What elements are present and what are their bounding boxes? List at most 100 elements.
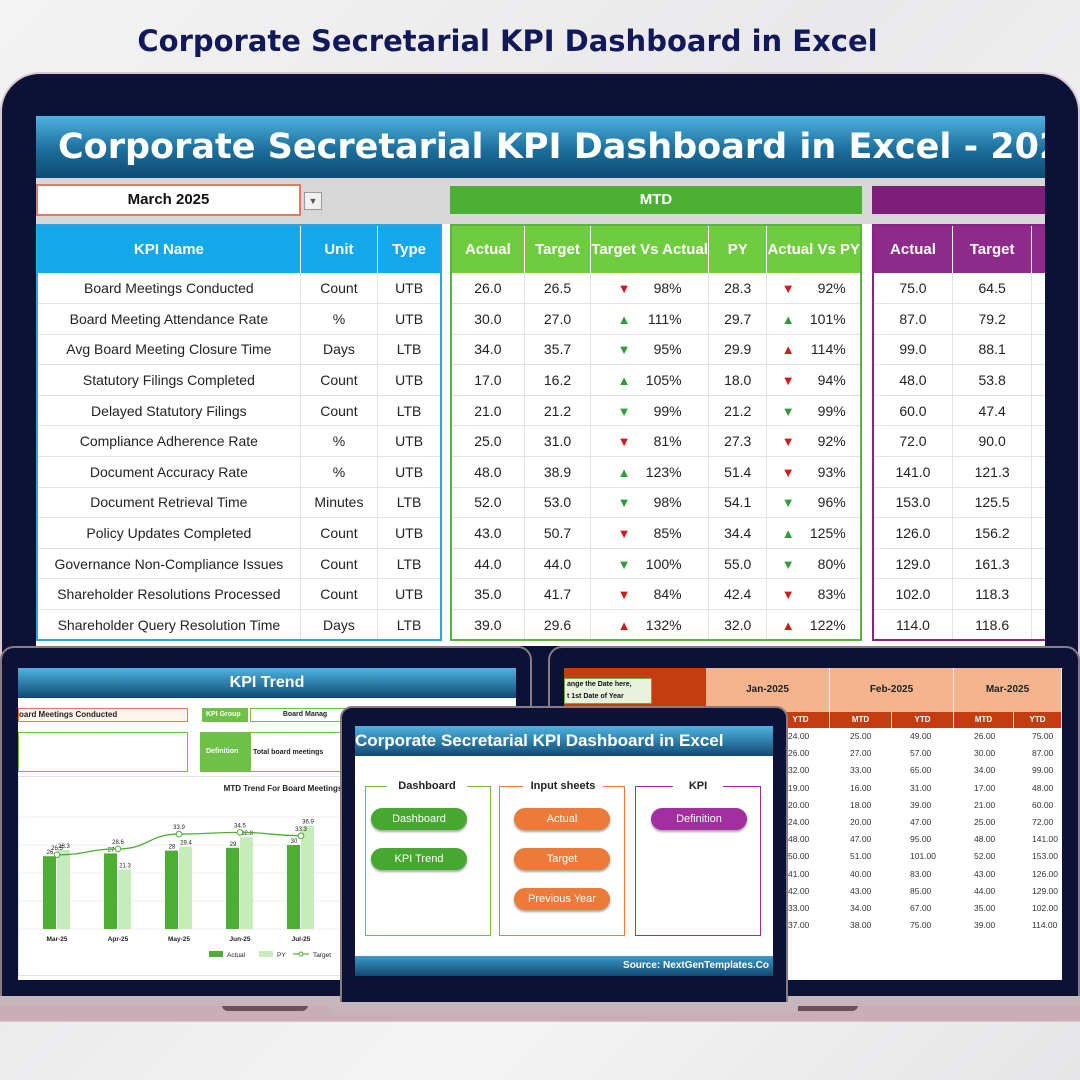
input-cell[interactable]: 26.00 (974, 731, 996, 741)
input-cell[interactable]: 18.00 (850, 799, 872, 810)
kpi-type-cell: LTB (377, 548, 442, 580)
kpi-type-cell: UTB (377, 273, 442, 305)
col-header: Target (952, 225, 1033, 273)
table-row: Statutory Filings Completed Count UTB (37, 364, 442, 396)
actual-bar (43, 856, 56, 929)
input-cell[interactable]: 47.00 (850, 834, 872, 845)
legend-target-point (298, 951, 304, 957)
ytd-extra-cell (1031, 517, 1045, 549)
actual-button[interactable]: Actual (514, 808, 610, 830)
input-cell[interactable]: 67.00 (910, 903, 932, 914)
input-cell[interactable]: 34.00 (850, 903, 872, 914)
input-cell[interactable]: 31.00 (910, 782, 932, 793)
input-cell[interactable]: 47.00 (910, 817, 932, 828)
input-cell[interactable]: 39.00 (974, 920, 996, 931)
kpi-type-cell: UTB (377, 517, 442, 549)
table-row: 126.0 156.2 (873, 517, 1045, 549)
kpi-trend-button[interactable]: KPI Trend (371, 848, 467, 870)
kpi-type-cell: LTB (377, 395, 442, 427)
chevron-down-icon[interactable]: ▼ (304, 192, 322, 210)
definition-button[interactable]: Definition (651, 808, 747, 830)
input-cell[interactable]: 87.00 (1032, 748, 1054, 759)
py-bar (301, 825, 314, 929)
table-row: 60.0 47.4 (873, 395, 1045, 427)
input-cell[interactable]: 99.00 (1032, 765, 1054, 776)
input-cell[interactable]: 30.00 (974, 748, 996, 759)
input-cell[interactable]: 26.00 (788, 748, 810, 759)
input-cell[interactable]: 72.00 (1032, 817, 1054, 828)
input-cell[interactable]: 38.00 (850, 920, 872, 931)
input-cell[interactable]: 32.00 (788, 765, 810, 776)
input-cell[interactable]: 102.00 (1032, 903, 1058, 914)
input-cell[interactable]: 33.00 (788, 903, 810, 914)
input-cell[interactable]: 49.00 (910, 731, 932, 741)
input-cell[interactable]: 25.00 (850, 731, 872, 741)
input-cell[interactable]: 24.00 (788, 731, 810, 741)
input-cell[interactable]: 39.00 (910, 799, 932, 810)
data-column: 26.00 30.00 34.00 17.00 21.00 25.00 48.00 52.00… (974, 728, 995, 934)
input-cell[interactable]: 48.00 (1032, 782, 1054, 793)
table-row: 25.0 31.0 ▼ 81% 27.3 ▼ 92% (451, 425, 862, 458)
input-cell[interactable]: 75.00 (910, 920, 932, 931)
input-cell[interactable]: 65.00 (910, 765, 932, 776)
table-row: Policy Updates Completed Count UTB (37, 517, 442, 549)
py-bar (179, 846, 192, 929)
col-header: Target Vs Actual (590, 225, 709, 273)
input-cell[interactable]: 33.00 (850, 765, 872, 776)
mtd-py-cell: 29.7 (708, 303, 768, 335)
input-cell[interactable]: 75.00 (1032, 731, 1054, 741)
input-cell[interactable]: 24.00 (788, 817, 810, 828)
input-cell[interactable]: 17.00 (974, 782, 996, 793)
sub-header: YTD (892, 712, 954, 728)
input-cell[interactable]: 57.00 (910, 748, 932, 759)
input-cell[interactable]: 19.00 (788, 782, 810, 793)
input-cell[interactable]: 83.00 (910, 868, 932, 879)
actual-vs-py-cell: ▼ 80% (766, 548, 862, 580)
input-cell[interactable]: 35.00 (974, 903, 996, 914)
kpi-unit-cell: Count (300, 395, 379, 427)
mtd-actual-cell: 52.0 (451, 487, 525, 519)
input-cell[interactable]: 114.00 (1032, 920, 1058, 931)
input-cell[interactable]: 20.00 (788, 799, 810, 810)
kpi-type-cell: UTB (377, 578, 442, 611)
table-row: Compliance Adherence Rate% UTB (37, 425, 442, 458)
input-cell[interactable]: 51.00 (850, 851, 872, 862)
input-cell[interactable]: 16.00 (850, 782, 872, 793)
input-cell[interactable]: 95.00 (910, 834, 932, 845)
input-cell[interactable]: 141.00 (1032, 834, 1058, 845)
trend-chart-svg: MTD Trend For Board Meetings Conduc 26 28.… (19, 784, 516, 959)
kpi-select[interactable]: oard Meetings Conducted (18, 708, 188, 722)
dashboard-button[interactable]: Dashboard (371, 808, 467, 830)
target-label: 26.5 (51, 846, 63, 852)
input-cell[interactable]: 44.00 (974, 885, 996, 896)
input-cell[interactable]: 126.00 (1032, 868, 1058, 879)
input-cell[interactable]: 25.00 (974, 817, 996, 828)
input-cell[interactable]: 41.00 (788, 868, 810, 879)
month-select[interactable]: March 2025 (36, 184, 301, 216)
input-cell[interactable]: 34.00 (974, 765, 996, 776)
arrow-down-icon: ▼ (781, 281, 795, 297)
previous-year-button[interactable]: Previous Year (514, 888, 610, 910)
input-cell[interactable]: 85.00 (910, 885, 932, 896)
input-cell[interactable]: 60.00 (1032, 799, 1054, 810)
arrow-down-icon: ▼ (617, 556, 631, 572)
input-cell[interactable]: 48.00 (788, 834, 810, 845)
input-cell[interactable]: 21.00 (974, 799, 996, 810)
input-cell[interactable]: 101.00 (910, 851, 936, 862)
input-cell[interactable]: 43.00 (974, 868, 996, 879)
mtd-target-cell: 44.0 (524, 548, 592, 580)
target-label: 34.5 (234, 823, 246, 829)
input-cell[interactable]: 27.00 (850, 748, 872, 759)
input-cell[interactable]: 37.00 (788, 920, 810, 931)
input-cell[interactable]: 50.00 (788, 851, 810, 862)
input-cell[interactable]: 52.00 (974, 851, 996, 862)
input-cell[interactable]: 48.00 (974, 834, 996, 845)
target-button[interactable]: Target (514, 848, 610, 870)
kpi-unit-cell: Count (300, 548, 379, 580)
input-cell[interactable]: 40.00 (850, 868, 872, 879)
input-cell[interactable]: 20.00 (850, 817, 872, 828)
input-cell[interactable]: 42.00 (788, 885, 810, 896)
input-cell[interactable]: 43.00 (850, 885, 872, 896)
input-cell[interactable]: 153.00 (1032, 851, 1058, 862)
input-cell[interactable]: 129.00 (1032, 885, 1058, 896)
